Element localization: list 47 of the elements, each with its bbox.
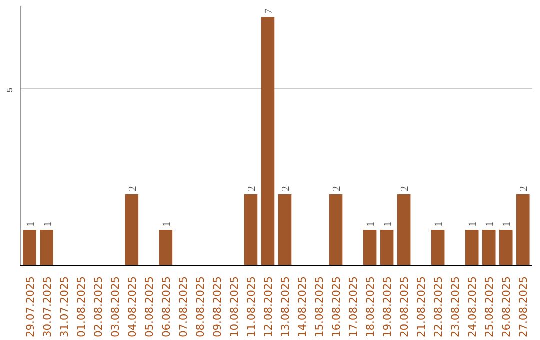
x-tick-label: 05.08.2025 xyxy=(142,276,156,338)
x-tick-label: 18.08.2025 xyxy=(364,276,378,338)
x-tick-label: 11.08.2025 xyxy=(244,276,258,338)
x-tick-label: 01.08.2025 xyxy=(74,276,88,338)
x-tick-label: 22.08.2025 xyxy=(432,276,446,338)
data-label: 2 xyxy=(400,186,412,192)
data-label: 1 xyxy=(162,222,173,228)
x-tick-label: 06.08.2025 xyxy=(160,276,173,338)
data-label: 1 xyxy=(383,222,394,228)
x-tick-label: 10.08.2025 xyxy=(228,276,241,338)
data-label: 1 xyxy=(468,222,480,228)
x-tick-label: 24.08.2025 xyxy=(466,276,480,338)
x-tick-label: 09.08.2025 xyxy=(210,276,224,338)
data-label: 2 xyxy=(332,186,344,192)
data-label: 2 xyxy=(246,186,258,192)
x-tick-label: 13.08.2025 xyxy=(279,276,292,338)
y-tick-label: 5 xyxy=(6,88,14,93)
x-tick-label: 19.08.2025 xyxy=(381,276,394,338)
data-label: 2 xyxy=(281,186,292,192)
x-tick-label: 29.07.2025 xyxy=(24,276,37,338)
data-label: 1 xyxy=(42,222,54,228)
x-tick-label: 08.08.2025 xyxy=(194,276,207,338)
x-tick-label: 23.08.2025 xyxy=(449,276,462,338)
data-label: 1 xyxy=(485,222,496,228)
x-tick-label: 21.08.2025 xyxy=(415,276,428,338)
data-label: 7 xyxy=(264,8,275,14)
x-tick-label: 15.08.2025 xyxy=(313,276,326,338)
x-tick-label: 25.08.2025 xyxy=(483,276,496,338)
x-tick-label: 12.08.2025 xyxy=(262,276,275,338)
x-tick-label: 04.08.2025 xyxy=(126,276,139,338)
data-label: 1 xyxy=(366,222,378,228)
x-tick-label: 31.07.2025 xyxy=(58,276,71,338)
x-tick-label: 02.08.2025 xyxy=(92,276,105,338)
x-tick-label: 26.08.2025 xyxy=(500,276,514,338)
x-tick-label: 20.08.2025 xyxy=(398,276,412,338)
data-label: 2 xyxy=(519,186,530,192)
x-tick-label: 07.08.2025 xyxy=(176,276,190,338)
x-tick-label: 17.08.2025 xyxy=(347,276,360,338)
x-tick-label: 14.08.2025 xyxy=(296,276,310,338)
x-tick-label: 16.08.2025 xyxy=(330,276,344,338)
x-tick-label: 03.08.2025 xyxy=(108,276,122,338)
data-label: 1 xyxy=(434,222,446,228)
data-label: 2 xyxy=(128,186,139,192)
x-tick-label: 27.08.2025 xyxy=(517,276,530,338)
data-label: 1 xyxy=(26,222,37,228)
data-label: 1 xyxy=(502,222,514,228)
x-tick-label: 30.07.2025 xyxy=(40,276,54,338)
